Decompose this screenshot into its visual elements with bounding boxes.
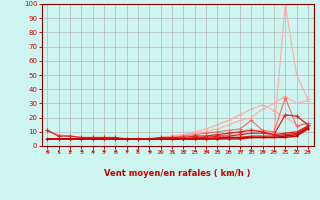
X-axis label: Vent moyen/en rafales ( km/h ): Vent moyen/en rafales ( km/h ) xyxy=(104,169,251,178)
